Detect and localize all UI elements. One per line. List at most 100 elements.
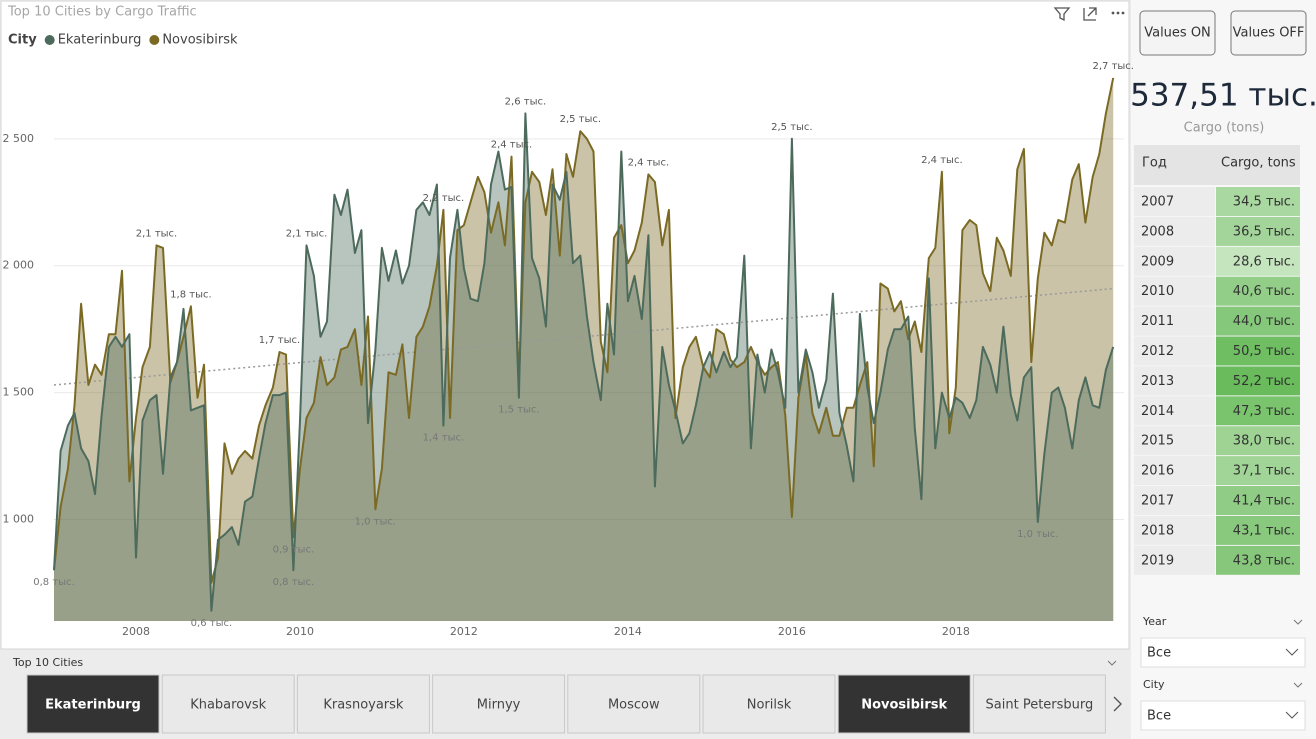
table-year-cell — [1134, 216, 1215, 246]
chevron[interactable] — [1293, 619, 1303, 625]
data-label: 0,9 тыс. — [273, 544, 314, 555]
more-icon[interactable] — [1111, 11, 1125, 15]
x-tick-label: 2014 — [614, 625, 642, 638]
table-cell: 43,1 тыс. — [1233, 523, 1295, 538]
table-cell: 2018 — [1141, 523, 1174, 538]
table-value-cell — [1216, 187, 1300, 216]
slicer-title: Year — [1142, 615, 1167, 628]
table-cell: 2010 — [1141, 284, 1174, 299]
city-slicer-title: Top 10 Cities — [12, 656, 83, 669]
table-year-cell — [1134, 366, 1215, 396]
dropdown[interactable] — [1140, 637, 1306, 668]
city-button[interactable] — [837, 674, 971, 734]
table-header-cell: Cargo, tons — [1221, 156, 1296, 171]
table-year-cell — [1134, 545, 1215, 575]
y-tick-label: 2 000 — [3, 259, 35, 272]
dropdown-value[interactable]: Все — [1147, 646, 1171, 661]
dropdown-value[interactable]: Все — [1147, 709, 1171, 724]
city-button-label[interactable]: Khabarovsk — [190, 698, 266, 713]
city-button-label[interactable]: Norilsk — [747, 698, 792, 713]
city-button[interactable] — [432, 674, 566, 734]
city-button-label[interactable]: Mirnyy — [477, 698, 521, 713]
table-cell: 2012 — [1141, 344, 1174, 359]
table-value-cell — [1216, 515, 1300, 545]
chevron[interactable] — [1293, 682, 1303, 688]
table-year-cell — [1134, 336, 1215, 366]
button-label[interactable]: Values OFF — [1233, 26, 1305, 41]
data-label: 0,6 тыс. — [191, 618, 232, 629]
table-value-cell — [1216, 396, 1300, 426]
series-line — [53, 77, 1115, 584]
kpi-label: Cargo (tons) — [1184, 121, 1265, 136]
city-button-label[interactable]: Krasnoyarsk — [323, 698, 404, 713]
x-tick-label: 2008 — [122, 625, 150, 638]
data-label: 1,4 тыс. — [423, 433, 464, 444]
area-fill — [54, 113, 1114, 622]
table-cell: 43,8 тыс. — [1233, 553, 1295, 568]
table-cell: 38,0 тыс. — [1233, 434, 1295, 449]
series-line — [53, 112, 1115, 612]
toggle-button[interactable] — [1139, 10, 1216, 56]
data-label: 1,7 тыс. — [259, 335, 300, 346]
x-tick-label: 2018 — [942, 625, 970, 638]
table-cell: 2014 — [1141, 404, 1174, 419]
city-button-label[interactable]: Novosibirsk — [861, 698, 947, 713]
table-cell: 2017 — [1141, 494, 1174, 509]
city-button[interactable] — [296, 674, 430, 734]
table-year-cell — [1134, 426, 1215, 456]
data-label: 1,5 тыс. — [498, 405, 539, 416]
table-year-cell — [1134, 456, 1215, 486]
data-label: 0,8 тыс. — [273, 577, 314, 588]
data-label: 2,4 тыс. — [628, 157, 669, 168]
visual-header-icons[interactable] — [1053, 7, 1125, 22]
table-cell: 2011 — [1141, 314, 1174, 329]
table-cell: 36,5 тыс. — [1233, 224, 1295, 239]
table-header — [1134, 145, 1300, 185]
dropdown[interactable] — [1140, 700, 1306, 731]
next-arrow[interactable] — [1113, 696, 1122, 712]
table-cell: 2007 — [1141, 195, 1174, 210]
data-label: 2,6 тыс. — [505, 96, 546, 107]
data-label: 2,7 тыс. — [1093, 61, 1134, 72]
table-cell: 47,3 тыс. — [1233, 404, 1295, 419]
data-label: 1,8 тыс. — [170, 289, 211, 300]
city-button-label[interactable]: Saint Petersburg — [986, 698, 1094, 713]
legend-title: City — [8, 33, 37, 48]
table-value-cell — [1216, 545, 1300, 575]
table-value-cell — [1216, 306, 1300, 336]
data-label: 2,4 тыс. — [921, 155, 962, 166]
legend-label: Ekaterinburg — [58, 33, 142, 48]
table-value-cell — [1216, 336, 1300, 366]
data-label: 1,0 тыс. — [1017, 529, 1058, 540]
city-button[interactable] — [702, 674, 836, 734]
city-button-label[interactable]: Moscow — [608, 698, 660, 713]
city-button[interactable] — [972, 674, 1106, 734]
chevron[interactable] — [1285, 711, 1299, 719]
city-button-label[interactable]: Ekaterinburg — [45, 698, 141, 713]
data-label: 2,1 тыс. — [136, 228, 177, 239]
city-button[interactable] — [567, 674, 701, 734]
table-year-cell — [1134, 276, 1215, 306]
table-year-cell — [1134, 486, 1215, 515]
table-cell: 41,4 тыс. — [1233, 494, 1295, 509]
toggle-button[interactable] — [1230, 10, 1307, 56]
table-cell: 52,2 тыс. — [1233, 374, 1295, 389]
data-label: 2,1 тыс. — [286, 228, 327, 239]
table-value-cell — [1216, 456, 1300, 486]
table-cell: 2009 — [1141, 254, 1174, 269]
filter-icon[interactable] — [1053, 7, 1071, 22]
table-cell: 2016 — [1141, 464, 1174, 479]
button-label[interactable]: Values ON — [1144, 26, 1211, 41]
table-cell: 2008 — [1141, 224, 1174, 239]
data-label: 2,5 тыс. — [771, 122, 812, 133]
city-button[interactable] — [26, 674, 160, 734]
y-tick-label: 2 500 — [3, 132, 35, 145]
chevron[interactable] — [1285, 648, 1299, 656]
focus-icon[interactable] — [1083, 7, 1097, 21]
area-fill — [54, 77, 1114, 621]
city-button[interactable] — [161, 674, 295, 734]
table-cell: 50,5 тыс. — [1233, 344, 1295, 359]
legend-marker — [44, 35, 55, 45]
chevron[interactable] — [1107, 660, 1117, 666]
